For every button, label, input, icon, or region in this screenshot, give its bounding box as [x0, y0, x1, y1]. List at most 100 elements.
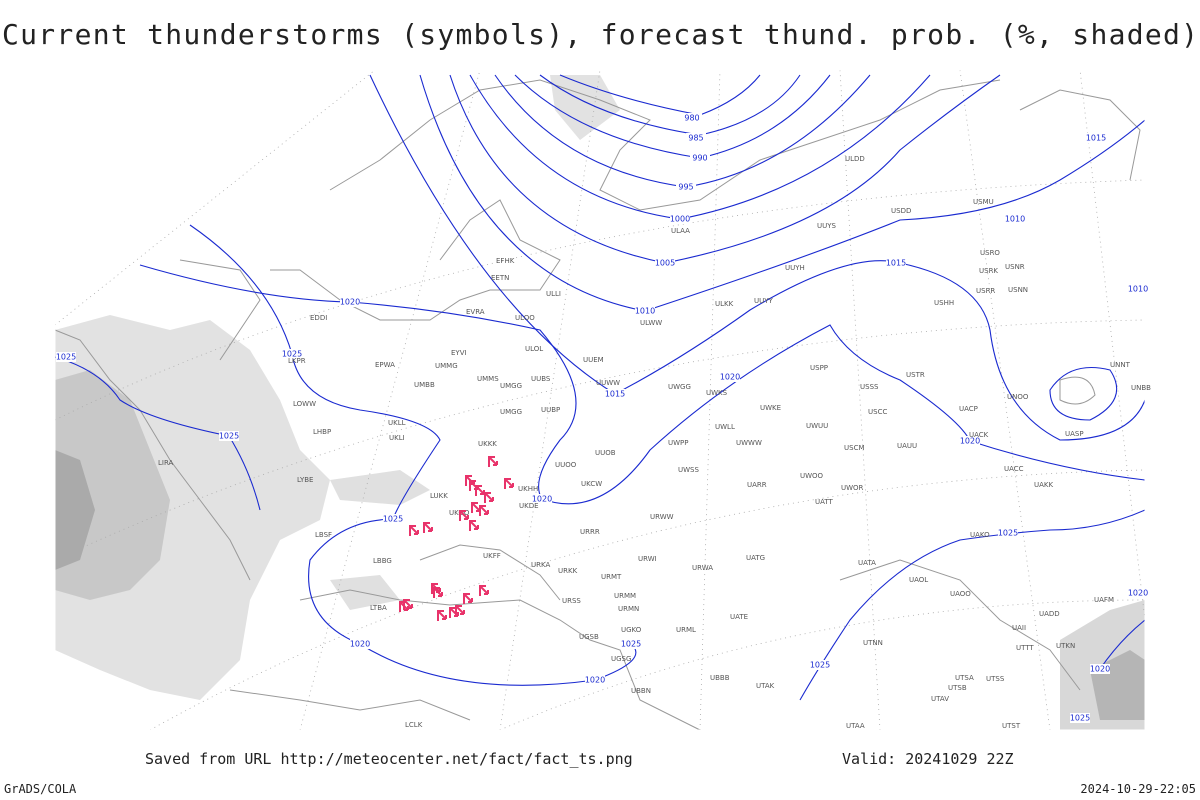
station-code: LBSF	[315, 531, 332, 539]
isobar-label-bg	[960, 436, 980, 446]
station-code: ULAA	[671, 227, 690, 235]
station-code: UATA	[858, 559, 876, 567]
station-code: UKKK	[478, 440, 497, 448]
shading	[55, 75, 1145, 730]
station-code: UAUU	[897, 442, 917, 450]
station-code: UWOO	[800, 472, 824, 480]
station-code: EFHK	[496, 257, 515, 265]
isobar-label-bg	[219, 431, 239, 441]
station-code: URML	[676, 626, 696, 634]
isobar-label: 1020	[1128, 589, 1148, 598]
isobar-label-bg	[585, 675, 605, 685]
station-code: LUKK	[430, 492, 448, 500]
station-code: UUYH	[785, 264, 805, 272]
station-code: USRO	[980, 249, 1000, 257]
isobar-label-bg	[998, 528, 1018, 538]
isobar-label-bg	[1128, 588, 1148, 598]
isobar-label: 1020	[340, 298, 360, 307]
isobar-label: 1010	[1128, 285, 1148, 294]
station-code: UKCW	[581, 480, 602, 488]
isobar-label: 1010	[635, 307, 655, 316]
station-code: UUBS	[531, 375, 551, 383]
station-code: URMT	[601, 573, 622, 581]
station-code: ULLI	[546, 290, 561, 298]
thunderstorm-symbol	[479, 505, 489, 516]
station-code: EYVI	[451, 349, 467, 357]
thunderstorm-symbol	[479, 585, 489, 596]
station-code: UNNT	[1110, 361, 1131, 369]
station-code: UBBN	[631, 687, 651, 695]
isobar-label: 1025	[219, 432, 239, 441]
isobar-label-bg	[605, 389, 625, 399]
station-code: UTKN	[1056, 642, 1075, 650]
station-code: UAKK	[1034, 481, 1054, 489]
isobar-label-bg	[670, 214, 690, 224]
station-code: UASP	[1065, 430, 1084, 438]
isobar-label: 1015	[1086, 134, 1106, 143]
station-code: UWGG	[668, 383, 691, 391]
station-code: USRK	[979, 267, 998, 275]
station-code: UKFF	[483, 552, 501, 560]
isobar-label-bg	[690, 153, 710, 163]
isobar-label-bg	[686, 133, 706, 143]
station-code: UMGG	[500, 382, 522, 390]
station-code: EPWA	[375, 361, 395, 369]
isobar-label: 1015	[886, 259, 906, 268]
station-code: UGSB	[579, 633, 599, 641]
station-code: UUWW	[596, 379, 620, 387]
station-code: USRR	[976, 287, 995, 295]
software-credit: GrADS/COLA	[4, 782, 77, 796]
isobar-label-bg	[810, 660, 830, 670]
isobar-label-bg	[635, 306, 655, 316]
station-code: URWW	[650, 513, 674, 521]
isobar-label: 1005	[655, 259, 675, 268]
station-code: UACK	[969, 431, 989, 439]
station-code: URSS	[562, 597, 581, 605]
thunderstorm-symbol	[433, 587, 443, 598]
isobar-label-bg	[383, 514, 403, 524]
station-code: ULOO	[515, 314, 535, 322]
station-code: LBBG	[373, 557, 392, 565]
thunderstorm-symbol	[409, 525, 419, 536]
station-code: EDDI	[310, 314, 327, 322]
station-code: UTAA	[846, 722, 865, 730]
isobar-label: 990	[692, 154, 707, 163]
station-code: ULOL	[525, 345, 543, 353]
isobar-label-bg	[340, 297, 360, 307]
station-code: UKDE	[519, 502, 539, 510]
thunderstorm-symbol	[463, 593, 473, 604]
isobar-label-bg	[655, 258, 675, 268]
isobar-label: 1025	[621, 640, 641, 649]
thunderstorm-symbol	[469, 480, 479, 491]
station-code: UWUU	[806, 422, 828, 430]
station-code: UKHH	[518, 485, 538, 493]
thunderstorm-symbol	[449, 607, 459, 618]
station-code: UTAV	[931, 695, 949, 703]
station-code: UWLL	[715, 423, 735, 431]
isobar-label-bg	[1070, 713, 1090, 723]
station-code: UAKO	[970, 531, 990, 539]
isobar-label: 1015	[605, 390, 625, 399]
thunderstorm-symbol	[423, 522, 433, 533]
station-code: UUYY	[754, 297, 774, 305]
station-code: UATG	[746, 554, 765, 562]
station-code: UAOL	[909, 576, 928, 584]
station-code: UUOB	[595, 449, 616, 457]
thunderstorm-symbol	[475, 485, 485, 496]
station-code: LHBP	[313, 428, 331, 436]
isobar-label: 1025	[383, 515, 403, 524]
station-code: LYBE	[297, 476, 313, 484]
station-code: EVRA	[466, 308, 485, 316]
isobar-label: 1020	[960, 437, 980, 446]
station-code: UARR	[747, 481, 767, 489]
isobar-label-bg	[682, 113, 702, 123]
station-code: UTAK	[756, 682, 775, 690]
station-code: UATT	[815, 498, 834, 506]
station-code: URKK	[558, 567, 578, 575]
isobar-label: 1025	[810, 661, 830, 670]
station-code: UAFM	[1094, 596, 1114, 604]
isobar-label: 995	[678, 183, 693, 192]
isobar-label-bg	[1005, 214, 1025, 224]
station-code: UTTT	[1016, 644, 1034, 652]
station-code: URWI	[638, 555, 657, 563]
